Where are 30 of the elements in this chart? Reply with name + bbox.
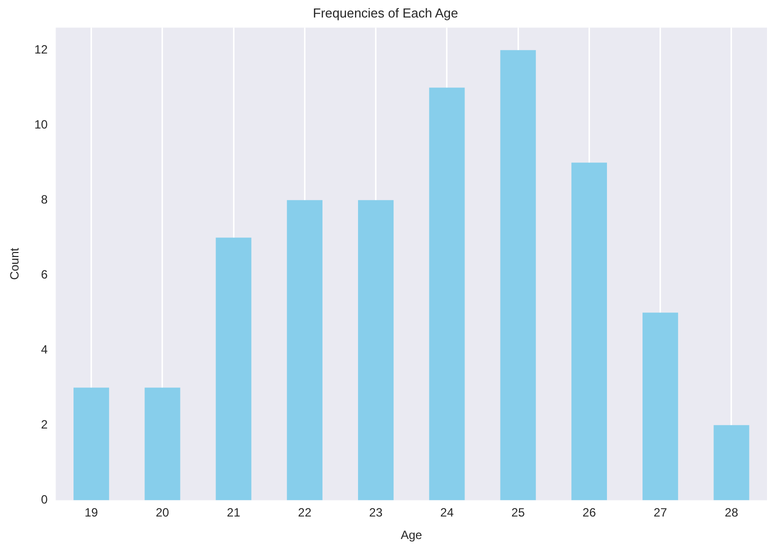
- x-tick-label: 26: [582, 506, 596, 520]
- x-axis-title: Age: [400, 528, 422, 542]
- bar: [286, 200, 322, 500]
- y-tick-label: 6: [41, 267, 48, 282]
- y-tick-label: 8: [41, 192, 48, 206]
- y-tick-label: 4: [41, 342, 48, 356]
- bar: [500, 50, 536, 500]
- bar: [714, 425, 750, 500]
- y-axis-title: Count: [8, 247, 22, 280]
- bar: [144, 388, 180, 500]
- x-tick-label: 27: [654, 506, 668, 520]
- bar: [571, 162, 607, 500]
- x-tick-label: 20: [156, 506, 170, 520]
- y-tick-label: 12: [34, 42, 48, 56]
- x-tick-label: 21: [226, 506, 241, 520]
- chart-title: Frequencies of Each Age: [312, 5, 458, 20]
- x-tick-label: 19: [84, 506, 98, 520]
- x-tick-label: 22: [298, 506, 312, 520]
- x-tick-label: 25: [511, 506, 526, 520]
- y-tick-label: 2: [41, 417, 48, 432]
- bar: [429, 88, 465, 500]
- bar: [642, 312, 678, 500]
- y-tick-label: 10: [34, 117, 48, 132]
- bar: [74, 388, 110, 500]
- bar: [358, 200, 394, 500]
- x-tick-label: 28: [724, 506, 738, 520]
- x-tick-label: 23: [369, 506, 383, 520]
- bar: [216, 238, 252, 500]
- x-tick-label: 24: [440, 506, 454, 520]
- y-tick-label: 0: [41, 492, 48, 507]
